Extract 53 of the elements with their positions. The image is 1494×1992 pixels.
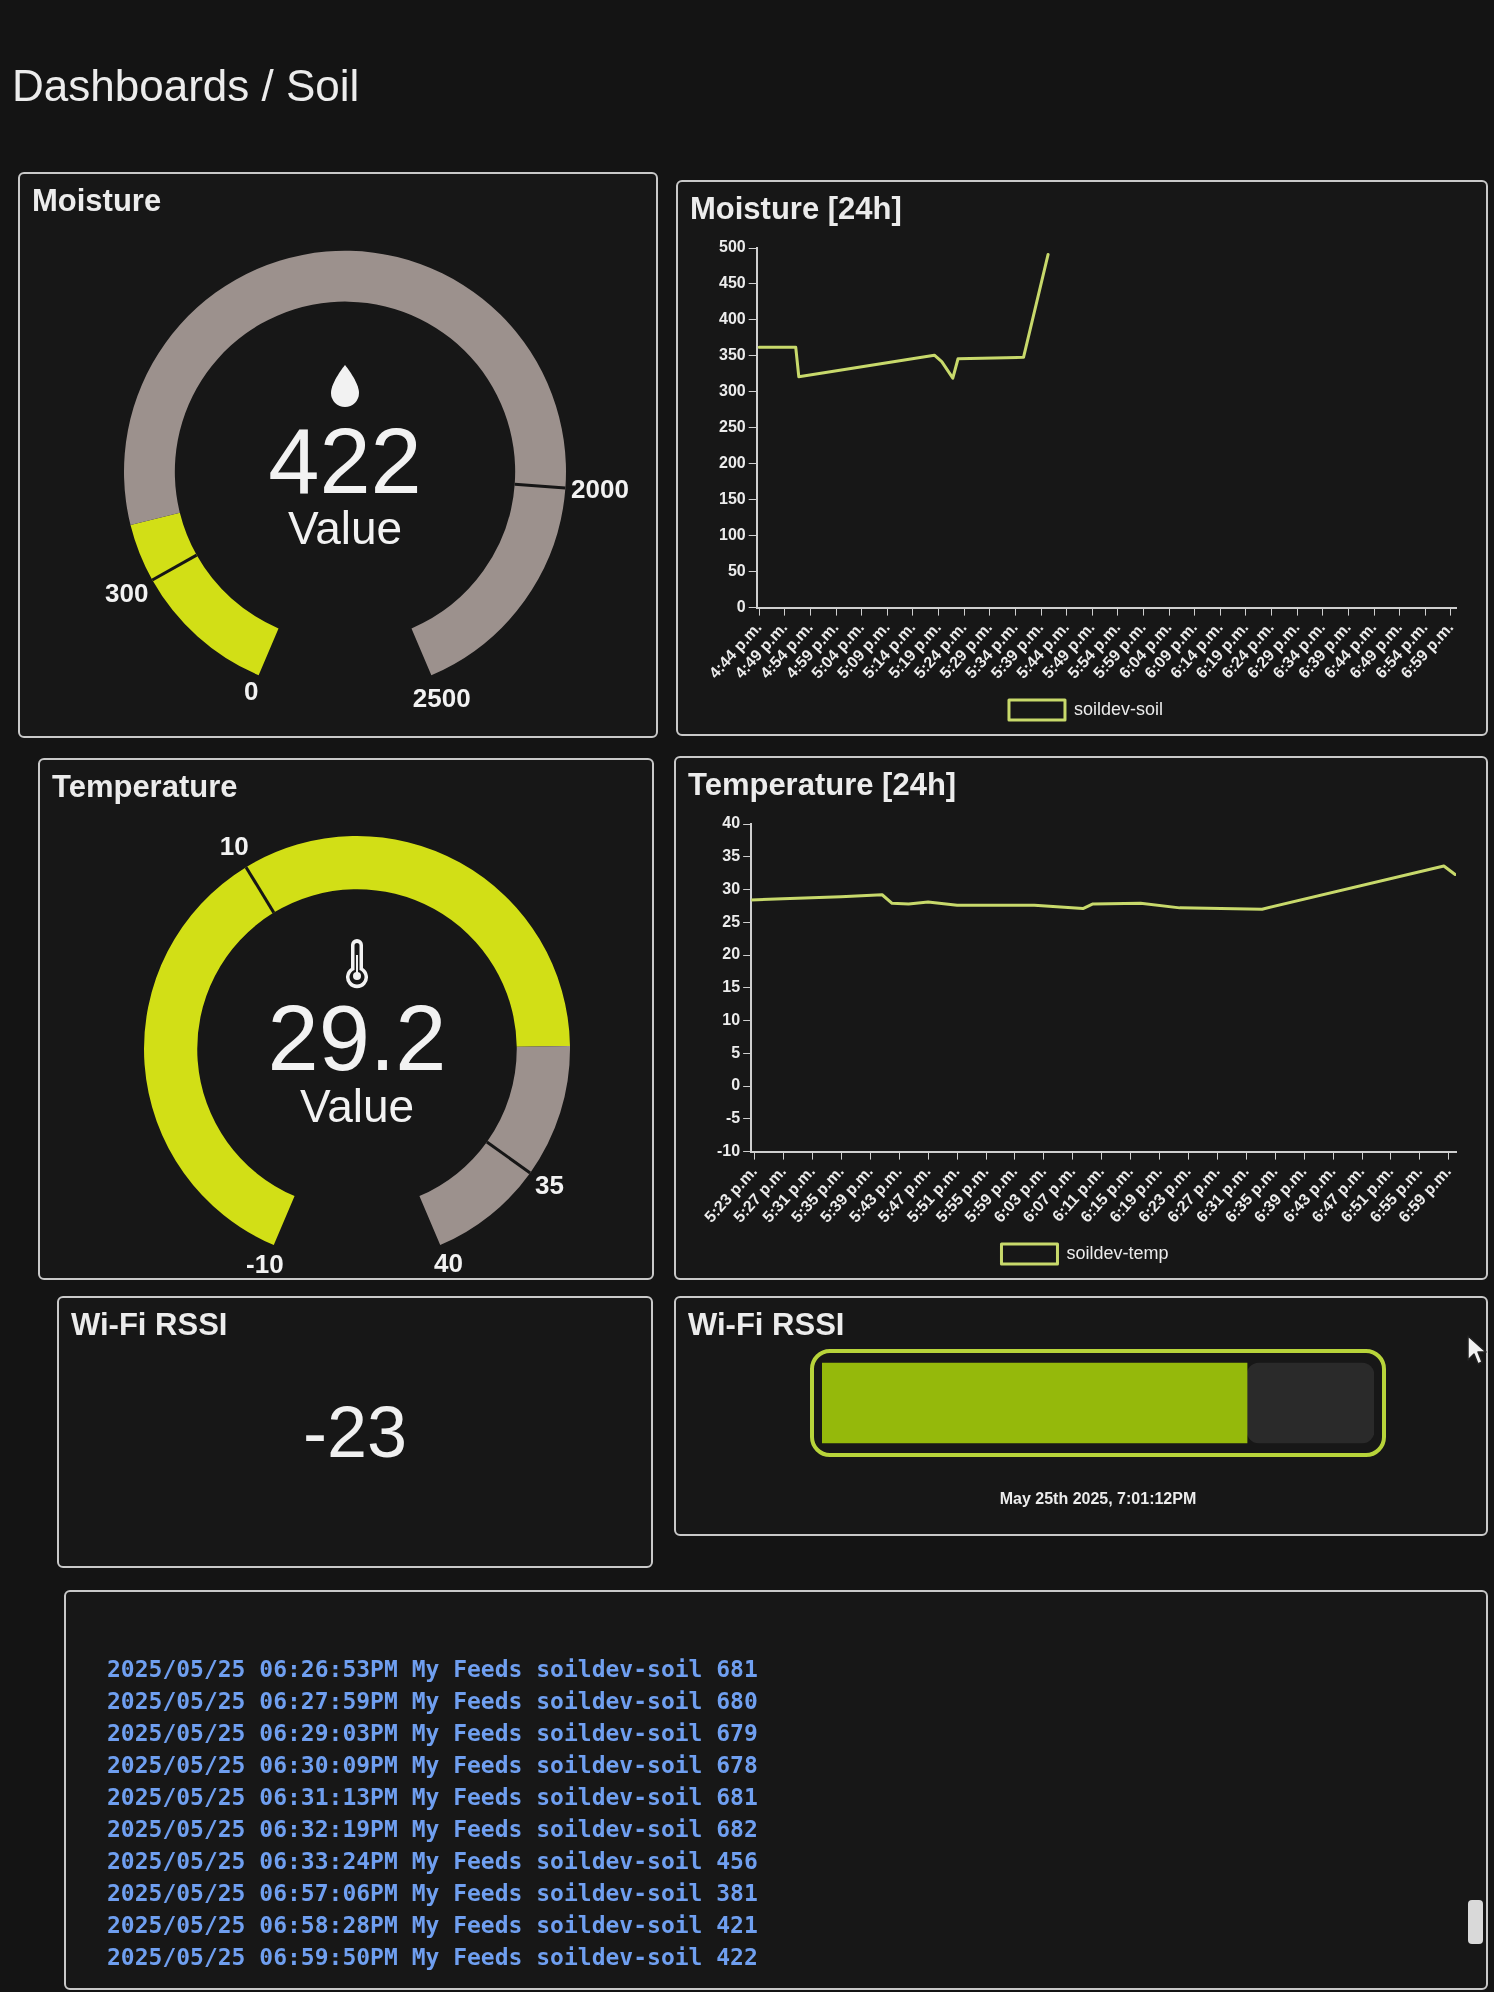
- chart-title: Temperature [24h]: [688, 766, 957, 804]
- text: 35: [535, 1170, 565, 1200]
- text: 2025/05/25 06:26:53PM My Feeds soildev-soil 681: [107, 1655, 758, 1684]
- y-tick-label: 250: [718, 418, 746, 436]
- y-tick-label: 5: [731, 1043, 741, 1061]
- text: May 25th 2025, 7:01:12PM: [998, 1490, 1198, 1508]
- y-tick-label: 35: [722, 847, 741, 865]
- text: 2025/05/25 06:58:28PM My Feeds soildev-soil 421: [107, 1911, 758, 1940]
- chart-title: Moisture [24h]: [690, 190, 902, 228]
- y-tick-label: 450: [718, 274, 746, 292]
- y-tick-label: 350: [718, 346, 746, 364]
- y-tick-label: 300: [718, 382, 746, 400]
- text: Value: [287, 502, 403, 555]
- y-tick-label: 25: [722, 912, 741, 930]
- y-tick-label: 0: [736, 598, 746, 616]
- text: 40: [434, 1247, 464, 1278]
- y-tick-label: -5: [725, 1109, 741, 1127]
- text: 2025/05/25 06:33:24PM My Feeds soildev-soil 456: [107, 1847, 758, 1876]
- legend-label: soildev-soil: [1073, 698, 1164, 719]
- text: 2025/05/25 06:59:50PM My Feeds soildev-soil 422: [107, 1943, 758, 1972]
- text: 300: [104, 577, 149, 608]
- y-tick-label: 50: [727, 562, 746, 580]
- text: 2025/05/25 06:27:59PM My Feeds soildev-soil 680: [107, 1687, 758, 1716]
- y-tick-label: 500: [718, 238, 746, 256]
- text: 2500: [412, 682, 471, 713]
- y-tick-label: 15: [722, 978, 741, 996]
- y-tick-label: 10: [722, 1010, 741, 1028]
- chart-title: Moisture: [32, 182, 162, 220]
- text: 2025/05/25 06:31:13PM My Feeds soildev-soil 681: [107, 1783, 758, 1812]
- text: 10: [219, 831, 249, 862]
- data-label: -23: [301, 1392, 409, 1472]
- text: 2000: [571, 473, 629, 504]
- y-tick-label: 400: [718, 310, 746, 328]
- y-tick-label: 20: [722, 945, 741, 963]
- y-tick-label: 0: [731, 1076, 741, 1094]
- chart-title: Temperature: [52, 768, 238, 806]
- text: Value: [299, 1079, 415, 1132]
- text: 2025/05/25 06:32:19PM My Feeds soildev-soil 682: [107, 1815, 758, 1844]
- legend-label: soildev-temp: [1066, 1242, 1169, 1263]
- text: Dashboards / Soil: [12, 60, 360, 112]
- y-tick-label: 200: [718, 454, 746, 472]
- text: 2025/05/25 06:57:06PM My Feeds soildev-soil 381: [107, 1879, 758, 1908]
- chart-title: Wi-Fi RSSI: [688, 1306, 845, 1344]
- y-tick-label: 100: [718, 526, 746, 544]
- text: 2025/05/25 06:29:03PM My Feeds soildev-soil 679: [107, 1719, 758, 1748]
- y-tick-label: 40: [722, 814, 741, 832]
- y-tick-label: 30: [722, 879, 741, 897]
- text: -10: [246, 1249, 284, 1280]
- y-tick-label: -10: [717, 1142, 741, 1160]
- text: Wi-Fi RSSI: [71, 1306, 228, 1344]
- text: 2025/05/25 06:30:09PM My Feeds soildev-soil 678: [107, 1751, 758, 1780]
- y-tick-label: 150: [718, 490, 746, 508]
- text: 0: [244, 675, 259, 706]
